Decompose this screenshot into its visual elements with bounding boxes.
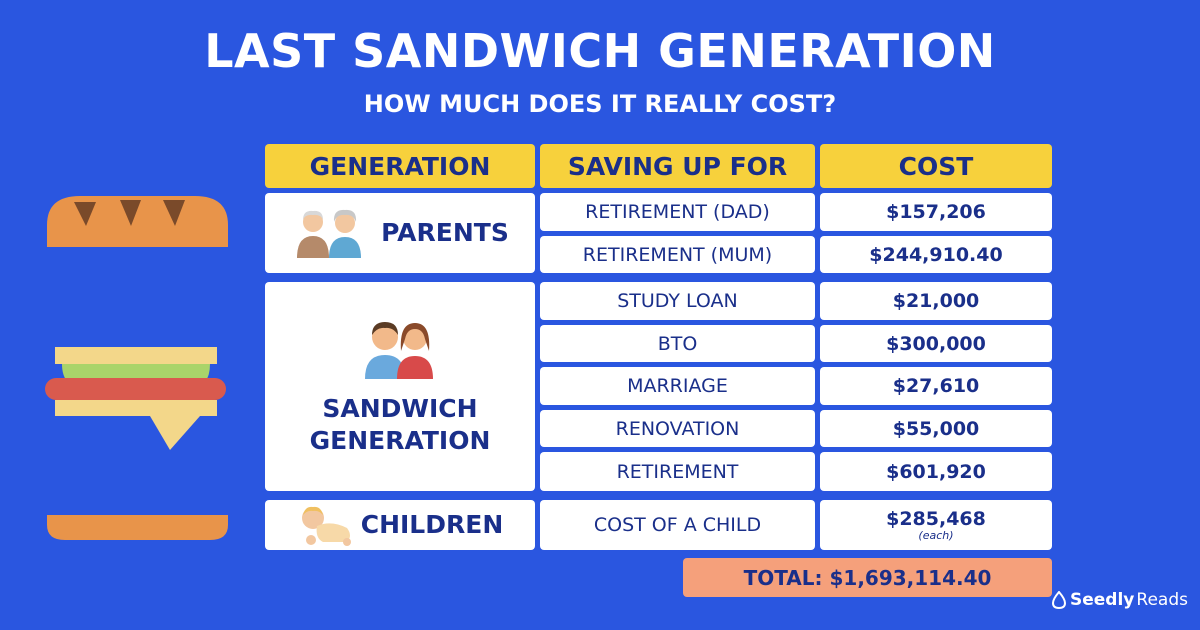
bottom-bun-icon xyxy=(47,515,228,540)
row-cost: $157,206 xyxy=(820,193,1052,231)
row-cost: $55,000 xyxy=(820,410,1052,447)
row-cost: $300,000 xyxy=(820,325,1052,362)
row-item: RETIREMENT (DAD) xyxy=(540,193,815,231)
row-cost: $601,920 xyxy=(820,452,1052,491)
grandparents-icon xyxy=(297,209,362,258)
row-item: MARRIAGE xyxy=(540,367,815,405)
sandwich-label-line1: SANDWICH xyxy=(322,393,478,423)
row-item: STUDY LOAN xyxy=(540,282,815,320)
row-cost: $285,468 xyxy=(886,508,986,530)
couple-icon xyxy=(365,321,433,379)
generation-parents: PARENTS xyxy=(265,193,535,273)
generation-sandwich: SANDWICH GENERATION xyxy=(265,282,535,491)
cost-note: (each) xyxy=(918,529,954,542)
seedly-reads-logo: Seedly Reads xyxy=(1052,590,1188,610)
logo-suffix: Reads xyxy=(1136,590,1188,610)
header-saving-up-for: SAVING UP FOR xyxy=(540,144,815,188)
row-cost: $244,910.40 xyxy=(820,236,1052,273)
header-generation: GENERATION xyxy=(265,144,535,188)
baby-icon xyxy=(301,506,351,546)
row-item: COST OF A CHILD xyxy=(540,500,815,550)
bread-slice-icon xyxy=(55,347,217,364)
row-item: RETIREMENT (MUM) xyxy=(540,236,815,273)
children-label: CHILDREN xyxy=(360,510,504,539)
row-item: RETIREMENT xyxy=(540,452,815,491)
sandwich-label-line2: GENERATION xyxy=(309,425,491,455)
row-item: RENOVATION xyxy=(540,410,815,447)
row-cost: $27,610 xyxy=(820,367,1052,405)
total-cost: TOTAL: $1,693,114.40 xyxy=(683,558,1052,597)
row-cost-child: $285,468 (each) xyxy=(820,500,1052,550)
seed-icon xyxy=(1052,591,1066,609)
parents-label: PARENTS xyxy=(381,218,509,247)
row-cost: $21,000 xyxy=(820,282,1052,320)
row-item: BTO xyxy=(540,325,815,362)
sandwich-illustration xyxy=(45,196,228,540)
logo-brand: Seedly xyxy=(1070,590,1135,610)
cheese-icon xyxy=(150,416,200,450)
generation-children: CHILDREN xyxy=(265,500,535,550)
sausage-icon xyxy=(45,378,226,400)
page-subtitle: HOW MUCH DOES IT REALLY COST? xyxy=(363,90,837,118)
header-cost: COST xyxy=(820,144,1052,188)
page-title: LAST SANDWICH GENERATION xyxy=(204,24,996,78)
